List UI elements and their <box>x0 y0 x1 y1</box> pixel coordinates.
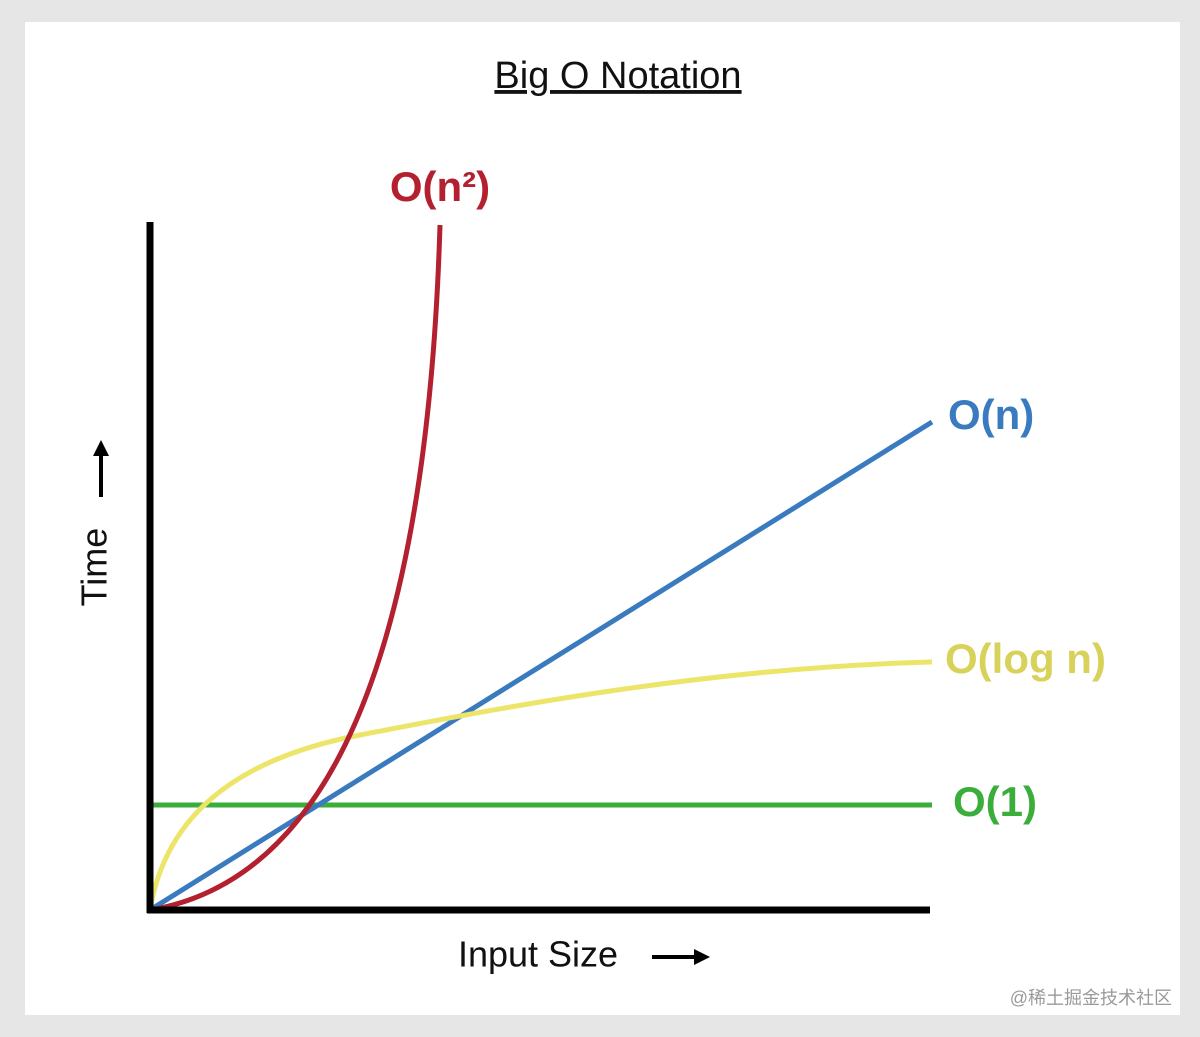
curve-label: O(n) <box>948 391 1034 438</box>
curve-log <box>147 659 933 911</box>
watermark: @稀土掘金技术社区 <box>1010 988 1172 1008</box>
y-axis-label: Time <box>74 528 115 607</box>
curve-label: O(n²) <box>390 163 490 210</box>
curve-linear <box>148 419 934 913</box>
curve-quadratic <box>149 224 443 913</box>
x-axis-label: Input Size <box>458 934 618 975</box>
curve-label: O(1) <box>953 778 1037 825</box>
panel <box>25 22 1180 1015</box>
arrow-head <box>93 440 109 456</box>
curve-label: O(log n) <box>945 635 1106 682</box>
chart-title: Big O Notation <box>494 55 741 97</box>
arrow-head <box>694 949 710 965</box>
